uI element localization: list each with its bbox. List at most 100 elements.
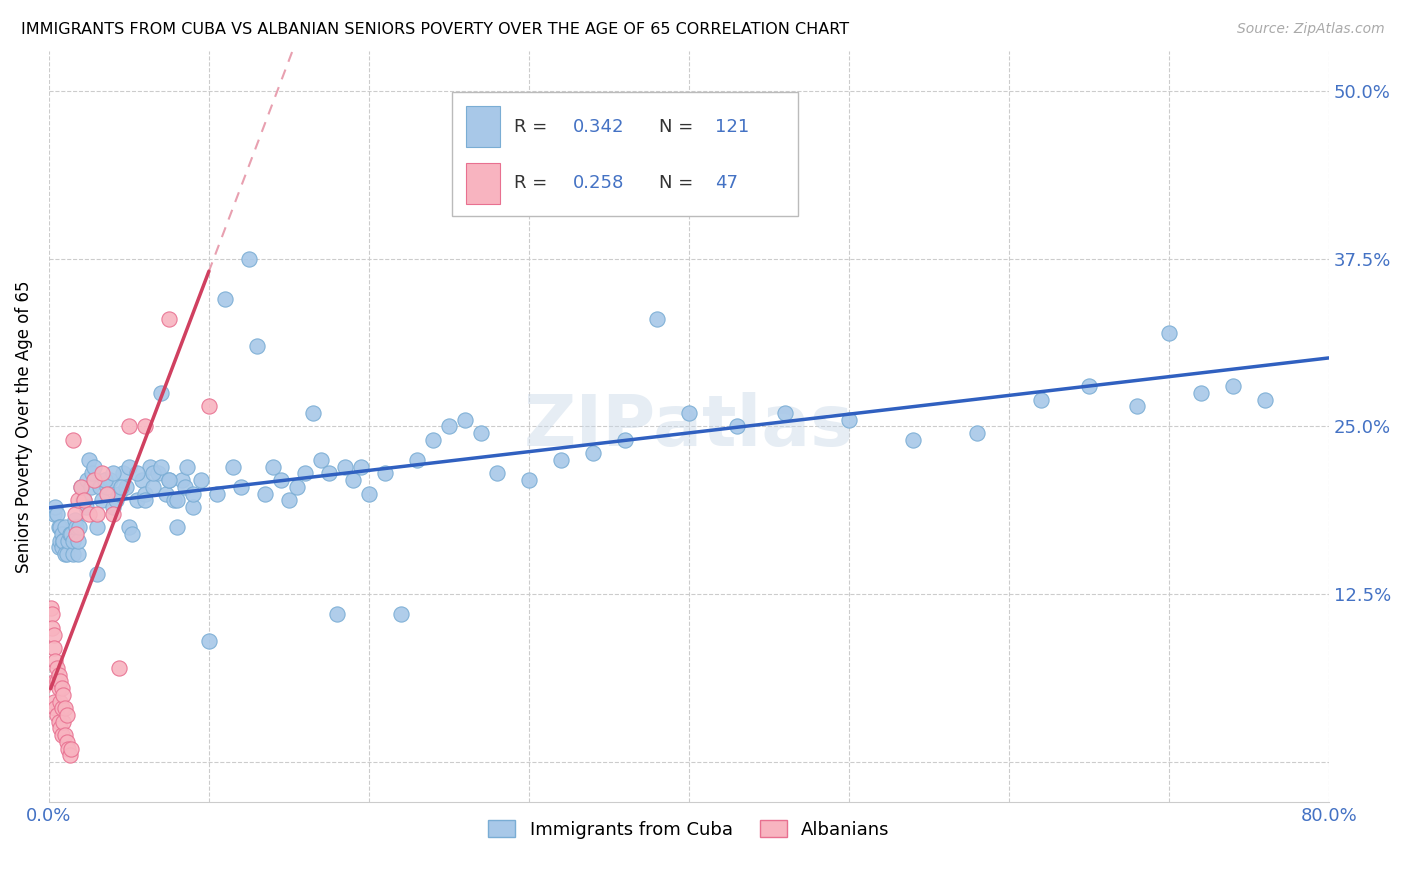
Point: [89, 480, 111, 494]
Point: [422, 433, 444, 447]
Point: [125, 467, 148, 481]
Point: [773, 406, 796, 420]
Point: [44, 674, 66, 689]
Point: [198, 400, 221, 414]
Point: [72, 493, 94, 508]
Point: [342, 473, 364, 487]
Point: [1077, 379, 1099, 393]
Point: [350, 459, 373, 474]
Point: [253, 486, 276, 500]
Point: [1029, 392, 1052, 407]
Point: [157, 473, 180, 487]
Point: [65, 526, 87, 541]
Point: [374, 467, 396, 481]
Point: [1157, 326, 1180, 340]
Point: [79, 480, 101, 494]
Point: [108, 486, 131, 500]
Point: [67, 520, 90, 534]
Point: [60, 526, 83, 541]
Point: [131, 473, 153, 487]
Point: [181, 500, 204, 514]
Point: [94, 473, 117, 487]
Point: [437, 419, 460, 434]
Point: [309, 453, 332, 467]
Point: [62, 533, 84, 548]
Point: [73, 493, 96, 508]
Point: [48, 667, 70, 681]
Point: [48, 714, 70, 729]
Point: [470, 426, 492, 441]
Point: [62, 433, 84, 447]
Point: [645, 312, 668, 326]
Point: [77, 507, 100, 521]
Point: [1222, 379, 1244, 393]
Point: [56, 533, 79, 548]
Point: [238, 252, 260, 266]
Point: [82, 467, 104, 481]
Point: [139, 459, 162, 474]
Point: [62, 547, 84, 561]
Point: [44, 500, 66, 514]
Point: [326, 607, 349, 622]
Point: [52, 714, 75, 729]
Point: [966, 426, 988, 441]
Point: [229, 480, 252, 494]
Point: [725, 419, 748, 434]
Point: [262, 459, 284, 474]
Point: [1254, 392, 1277, 407]
Point: [65, 520, 87, 534]
Point: [70, 480, 93, 494]
Point: [56, 741, 79, 756]
Point: [285, 480, 308, 494]
Point: [48, 520, 70, 534]
Point: [70, 480, 93, 494]
Point: [134, 493, 156, 508]
Point: [76, 473, 98, 487]
Point: [48, 681, 70, 696]
Y-axis label: Seniors Poverty Over the Age of 65: Seniors Poverty Over the Age of 65: [15, 280, 32, 573]
Point: [121, 526, 143, 541]
Point: [46, 708, 69, 723]
Point: [53, 547, 76, 561]
Point: [118, 419, 141, 434]
Point: [205, 486, 228, 500]
Point: [51, 681, 73, 696]
Point: [181, 486, 204, 500]
Point: [550, 453, 572, 467]
Point: [63, 513, 86, 527]
Point: [66, 547, 89, 561]
Point: [49, 674, 72, 689]
Point: [901, 433, 924, 447]
Point: [59, 748, 82, 763]
Point: [278, 493, 301, 508]
Point: [146, 467, 169, 481]
Point: [142, 467, 165, 481]
Point: [66, 533, 89, 548]
Point: [75, 500, 97, 514]
Point: [86, 520, 108, 534]
Point: [53, 701, 76, 715]
Point: [190, 473, 212, 487]
Point: [55, 708, 77, 723]
Text: Source: ZipAtlas.com: Source: ZipAtlas.com: [1237, 22, 1385, 37]
Point: [101, 500, 124, 514]
Point: [44, 701, 66, 715]
Point: [48, 541, 70, 555]
Point: [86, 507, 108, 521]
Point: [1189, 385, 1212, 400]
Point: [96, 486, 118, 500]
Point: [134, 486, 156, 500]
Point: [174, 480, 197, 494]
Point: [53, 520, 76, 534]
Point: [42, 695, 65, 709]
Point: [96, 480, 118, 494]
Legend: Immigrants from Cuba, Albanians: Immigrants from Cuba, Albanians: [481, 814, 897, 846]
Point: [114, 480, 136, 494]
Point: [149, 385, 172, 400]
Point: [42, 640, 65, 655]
Point: [246, 339, 269, 353]
Point: [90, 493, 112, 508]
Point: [51, 526, 73, 541]
Point: [198, 634, 221, 648]
Point: [55, 735, 77, 749]
